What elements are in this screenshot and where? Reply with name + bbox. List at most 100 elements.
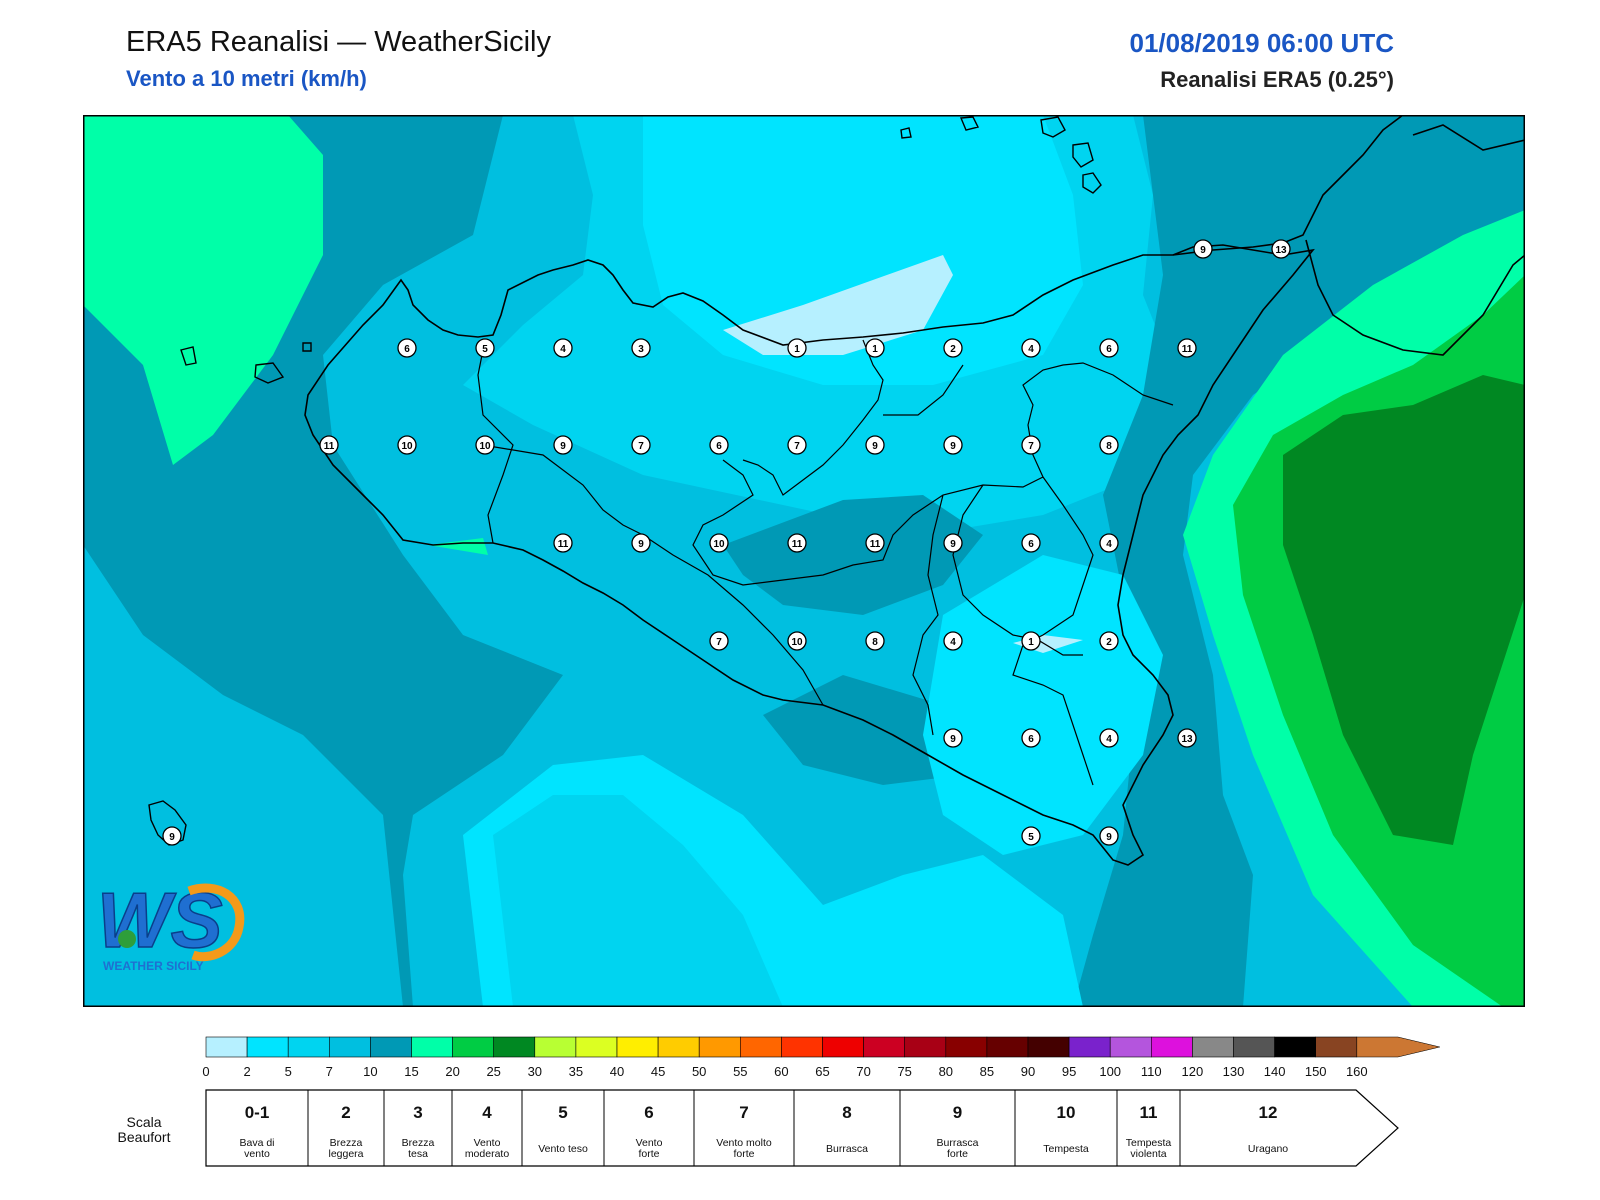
station-marker: 13 [1177, 728, 1197, 748]
wind-band-2-5-north [643, 115, 1083, 385]
station-marker: 5 [1021, 826, 1041, 846]
beaufort-number: 10 [1057, 1103, 1076, 1122]
beaufort-description: tesa [408, 1148, 428, 1160]
colorbar-tick-label: 70 [856, 1064, 870, 1079]
colorbar-tick-label: 80 [939, 1064, 953, 1079]
beaufort-label: Beaufort [118, 1129, 171, 1145]
station-marker: 10 [709, 533, 729, 553]
station-value: 2 [1106, 637, 1112, 648]
station-marker: 9 [1193, 239, 1213, 259]
station-value: 7 [794, 441, 800, 452]
beaufort-number: 9 [953, 1103, 962, 1122]
colorbar-swatch [945, 1036, 988, 1058]
station-marker: 1 [865, 338, 885, 358]
pantelleria [148, 800, 187, 846]
colorbar-tick-label: 95 [1062, 1064, 1076, 1079]
station-marker: 6 [709, 435, 729, 455]
legend: 0 2 5 7 10 15 20 25 30 35 40 45 50 55 60 65 70 75 80 85 90 95… [118, 1036, 1440, 1167]
station-marker: 1 [787, 338, 807, 358]
station-marker: 9 [943, 728, 963, 748]
beaufort-number: 12 [1259, 1103, 1278, 1122]
station-marker: 8 [1099, 435, 1119, 455]
colorbar-tick-label: 150 [1305, 1064, 1327, 1079]
beaufort-description: Tempesta [1043, 1143, 1089, 1155]
station-value: 6 [1028, 539, 1034, 550]
station-marker: 11 [787, 533, 807, 553]
beaufort-number: 7 [739, 1103, 748, 1122]
colorbar-swatch [1274, 1036, 1316, 1058]
station-marker: 3 [631, 338, 651, 358]
station-value: 3 [638, 344, 644, 355]
station-value: 7 [1028, 441, 1034, 452]
colorbar-tick-label: 110 [1141, 1064, 1162, 1079]
station-marker: 4 [1099, 728, 1119, 748]
station-value: 9 [950, 441, 956, 452]
beaufort-description: Vento teso [538, 1143, 588, 1155]
station-value: 5 [482, 344, 488, 355]
station-marker: 10 [787, 631, 807, 651]
colorbar-tick-label: 130 [1223, 1064, 1245, 1079]
colorbar-tick-label: 75 [897, 1064, 911, 1079]
colorbar-swatch [328, 1036, 371, 1058]
colorbar-tick-label: 45 [651, 1064, 665, 1079]
beaufort-number: 6 [644, 1103, 653, 1122]
colorbar-swatch [1151, 1036, 1193, 1058]
colorbar-swatch [698, 1036, 741, 1058]
wind-band-15-20-nw [83, 115, 323, 465]
station-marker: 7 [709, 631, 729, 651]
beaufort-description: forte [947, 1148, 968, 1160]
colorbar-swatch [1027, 1036, 1070, 1058]
colorbar-tick-label: 15 [404, 1064, 418, 1079]
wind-band-5-7-south [493, 795, 783, 1007]
calabria-coastline [1172, 115, 1525, 356]
beaufort-description: vento [244, 1148, 270, 1160]
station-marker: 7 [787, 435, 807, 455]
station-marker: 4 [1099, 533, 1119, 553]
colorbar-tick-label: 120 [1182, 1064, 1204, 1079]
station-value: 6 [1028, 734, 1034, 745]
svg-text:WEATHER SICILY: WEATHER SICILY [103, 959, 204, 973]
station-value: 9 [638, 539, 644, 550]
beaufort-description: leggera [328, 1148, 363, 1160]
map-datetime: 01/08/2019 06:00 UTC [1129, 28, 1394, 58]
beaufort-description: Tempesta [1126, 1137, 1172, 1149]
aeolian-islands [900, 116, 1102, 194]
wind-map: 9 13 6 5 4 3 1 1 2 4 6 11 11 10 10 9 7 6… [83, 115, 1525, 1007]
station-value: 6 [716, 441, 722, 452]
station-value: 8 [872, 637, 878, 648]
colorbar-swatch [287, 1036, 330, 1058]
station-value: 11 [558, 539, 569, 550]
station-marker: 11 [319, 435, 339, 455]
beaufort-number: 4 [482, 1103, 492, 1122]
station-value: 8 [1106, 441, 1112, 452]
beaufort-description: Bava di [239, 1137, 274, 1149]
station-value: 4 [950, 637, 956, 648]
station-value: 4 [1106, 539, 1112, 550]
station-value: 9 [950, 734, 956, 745]
station-marker: 5 [475, 338, 495, 358]
station-marker: 11 [1177, 338, 1197, 358]
beaufort-description: Vento [474, 1137, 501, 1149]
colorbar-tick-label: 65 [815, 1064, 829, 1079]
station-marker: 7 [1021, 435, 1041, 455]
colorbar-tick-label: 25 [486, 1064, 500, 1079]
colorbar-tick-label: 10 [363, 1064, 377, 1079]
beaufort-description: Brezza [402, 1137, 435, 1149]
station-value: 11 [792, 539, 803, 550]
station-value: 9 [1106, 832, 1112, 843]
station-value: 11 [870, 539, 881, 550]
colorbar-swatch [411, 1036, 453, 1058]
station-value: 13 [1275, 245, 1287, 256]
colorbar-swatch [575, 1036, 618, 1058]
station-marker: 2 [1099, 631, 1119, 651]
colorbar-tick-label: 5 [285, 1064, 292, 1079]
station-marker: 9 [631, 533, 651, 553]
station-value: 5 [1028, 832, 1034, 843]
station-marker: 6 [1021, 728, 1041, 748]
station-marker: 4 [1021, 338, 1041, 358]
beaufort-box [205, 1089, 1399, 1167]
colorbar-swatch [1109, 1036, 1152, 1058]
station-value: 1 [794, 344, 800, 355]
egadi-islands [180, 342, 312, 384]
